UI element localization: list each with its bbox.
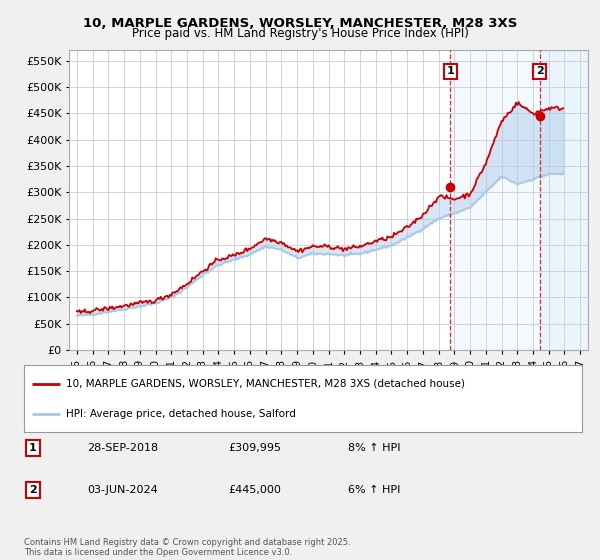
Text: Contains HM Land Registry data © Crown copyright and database right 2025.
This d: Contains HM Land Registry data © Crown c…: [24, 538, 350, 557]
Text: 10, MARPLE GARDENS, WORSLEY, MANCHESTER, M28 3XS: 10, MARPLE GARDENS, WORSLEY, MANCHESTER,…: [83, 17, 517, 30]
Text: 1: 1: [29, 443, 37, 453]
Text: 6% ↑ HPI: 6% ↑ HPI: [348, 485, 400, 495]
Text: £309,995: £309,995: [228, 443, 281, 453]
Bar: [451, 50, 539, 350]
Text: £445,000: £445,000: [228, 485, 281, 495]
Text: 8% ↑ HPI: 8% ↑ HPI: [348, 443, 401, 453]
Text: 2: 2: [29, 485, 37, 495]
Text: 2: 2: [536, 67, 544, 76]
Bar: [539, 50, 588, 350]
Text: 28-SEP-2018: 28-SEP-2018: [87, 443, 158, 453]
Text: 1: 1: [446, 67, 454, 76]
Text: Price paid vs. HM Land Registry's House Price Index (HPI): Price paid vs. HM Land Registry's House …: [131, 27, 469, 40]
Text: 10, MARPLE GARDENS, WORSLEY, MANCHESTER, M28 3XS (detached house): 10, MARPLE GARDENS, WORSLEY, MANCHESTER,…: [66, 379, 465, 389]
Text: HPI: Average price, detached house, Salford: HPI: Average price, detached house, Salf…: [66, 408, 296, 418]
Text: 03-JUN-2024: 03-JUN-2024: [87, 485, 158, 495]
